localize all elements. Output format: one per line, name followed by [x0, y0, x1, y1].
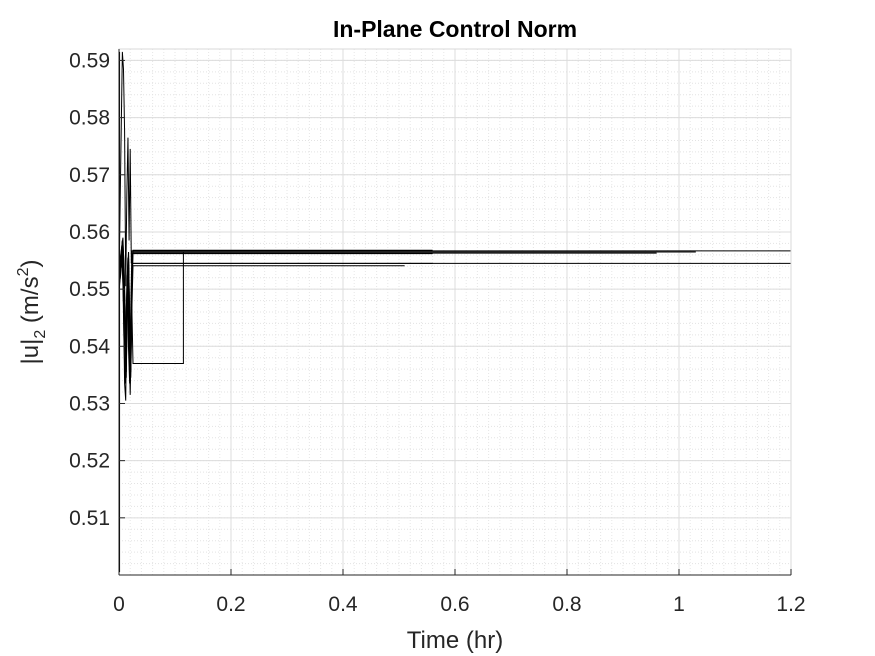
y-tick-label: 0.52: [69, 450, 110, 473]
y-tick-label: 0.53: [69, 392, 110, 415]
series-line-9: [118, 51, 133, 287]
y-tick-label: 0.58: [69, 107, 110, 130]
y-tick-label: 0.55: [69, 278, 110, 301]
series-line-8: [118, 249, 623, 373]
x-axis-label: Time (hr): [407, 627, 503, 654]
x-tick-label: 0.2: [216, 593, 245, 616]
y-axis-label-unit: (m/s: [17, 276, 44, 329]
y-ticks: 0.51 0.52 0.53 0.54 0.55 0.56 0.57 0.58 0.59: [69, 49, 125, 530]
x-tick-label: 0.6: [440, 593, 469, 616]
x-tick-label: 0.8: [552, 593, 581, 616]
y-axis-label-base: |u|: [17, 339, 44, 365]
y-axis-label: |u|2 (m/s2): [15, 260, 49, 365]
y-axis-label-close: ): [17, 260, 44, 268]
chart-title: In-Plane Control Norm: [333, 16, 577, 42]
x-tick-label: 1: [673, 593, 685, 616]
y-axis-label-superscript: 2: [15, 267, 32, 276]
x-tick-label: 0: [113, 593, 125, 616]
x-tick-label: 0.4: [328, 593, 358, 616]
y-axis-label-subscript: 2: [32, 330, 49, 339]
y-tick-label: 0.56: [69, 221, 110, 244]
y-tick-label: 0.54: [69, 335, 110, 358]
series-group: [118, 51, 791, 573]
x-tick-label: 1.2: [776, 593, 805, 616]
x-ticks: 0 0.2 0.4 0.6 0.8 1 1.2: [113, 569, 806, 616]
y-tick-label: 0.51: [69, 507, 110, 530]
y-tick-label: 0.57: [69, 164, 110, 187]
y-tick-label: 0.59: [69, 49, 110, 72]
